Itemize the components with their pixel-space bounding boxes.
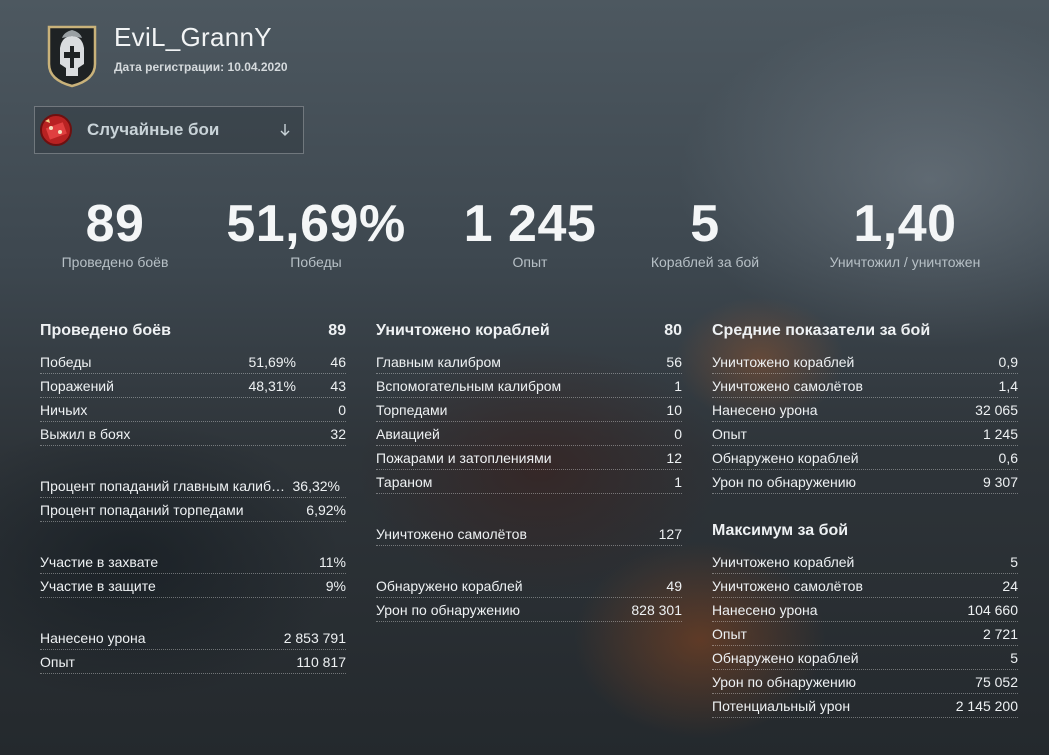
avg-row-xp: Опыт 1 245 [712,422,1018,446]
stat-row-capture: Участие в захвате 11% [40,550,346,574]
avg-row-damage: Нанесено урона 32 065 [712,398,1018,422]
average-header: Средние показатели за бой [712,322,931,339]
battle-mode-select[interactable]: Случайные бои [34,106,304,154]
summary-kd-ratio: 1,40 Уничтожил / уничтожен [810,196,1000,270]
max-row-ships: Уничтожено кораблей 5 [712,550,1018,574]
max-row-spotting-damage: Урон по обнаружению 75 052 [712,670,1018,694]
summary-label: Победы [290,254,342,270]
avg-row-spotting-damage: Урон по обнаружению 9 307 [712,470,1018,494]
random-battles-icon [37,111,75,149]
stat-row-torpedoes: Торпедами 10 [376,398,682,422]
avg-row-ships: Уничтожено кораблей 0,9 [712,350,1018,374]
stat-row-main-hit: Процент попаданий главным калибром 36,32… [40,474,346,498]
stat-row-losses: Поражений 48,31% 43 [40,374,346,398]
summary-value: 1,40 [853,195,957,253]
stat-row-draws: Ничьих 0 [40,398,346,422]
stat-row-survived: Выжил в боях 32 [40,422,346,446]
avg-row-planes: Уничтожено самолётов 1,4 [712,374,1018,398]
stat-row-fire-flooding: Пожарами и затоплениями 12 [376,446,682,470]
registration-label: Дата регистрации: [114,60,225,74]
summary-value: 5 [690,195,720,253]
summary-value: 1 245 [463,195,597,253]
max-row-xp: Опыт 2 721 [712,622,1018,646]
stat-row-torpedo-hit: Процент попаданий торпедами 6,92% [40,498,346,522]
registration-value: 10.04.2020 [227,60,288,74]
summary-label: Уничтожил / уничтожен [829,254,981,270]
summary-value: 51,69% [226,195,406,253]
stat-row-aviation: Авиацией 0 [376,422,682,446]
stat-row-damage: Нанесено урона 2 853 791 [40,626,346,650]
player-nickname: EviL_GrannY [114,22,272,52]
stat-row-main-caliber: Главным калибром 56 [376,350,682,374]
avg-row-spotted: Обнаружено кораблей 0,6 [712,446,1018,470]
dropdown-arrow-icon [275,120,295,140]
max-row-planes: Уничтожено самолётов 24 [712,574,1018,598]
summary-label: Проведено боёв [61,254,169,270]
battles-header: Проведено боёв 89 [40,322,346,339]
averages-column: Средние показатели за бой Уничтожено кор… [712,320,1018,718]
stat-row-defense: Участие в защите 9% [40,574,346,598]
stat-row-spotting-damage: Урон по обнаружению 828 301 [376,598,682,622]
spartan-helmet-icon [46,24,98,88]
max-row-damage: Нанесено урона 104 660 [712,598,1018,622]
battles-column: Проведено боёв 89 Победы 51,69% 46 Пораж… [40,320,346,674]
max-row-potential-damage: Потенциальный урон 2 145 200 [712,694,1018,718]
stat-row-secondary: Вспомогательным калибром 1 [376,374,682,398]
kills-header: Уничтожено кораблей 80 [376,322,682,339]
summary-battles: 89 Проведено боёв [40,196,190,270]
stat-row-planes: Уничтожено самолётов 127 [376,522,682,546]
stat-row-spotted: Обнаружено кораблей 49 [376,574,682,598]
stat-row-wins: Победы 51,69% 46 [40,350,346,374]
summary-label: Опыт [512,254,548,270]
stat-row-xp: Опыт 110 817 [40,650,346,674]
summary-ships-per-battle: 5 Кораблей за бой [630,196,780,270]
kills-column: Уничтожено кораблей 80 Главным калибром … [376,320,682,622]
summary-label: Кораблей за бой [650,254,760,270]
summary-xp: 1 245 Опыт [450,196,610,270]
stat-row-ramming: Тараном 1 [376,470,682,494]
summary-winrate: 51,69% Победы [226,196,406,270]
summary-value: 89 [85,195,145,253]
battle-mode-label: Случайные бои [87,120,220,139]
registration-date: Дата регистрации: 10.04.2020 [114,60,288,74]
max-row-spotted: Обнаружено кораблей 5 [712,646,1018,670]
maximum-header: Максимум за бой [712,522,849,539]
